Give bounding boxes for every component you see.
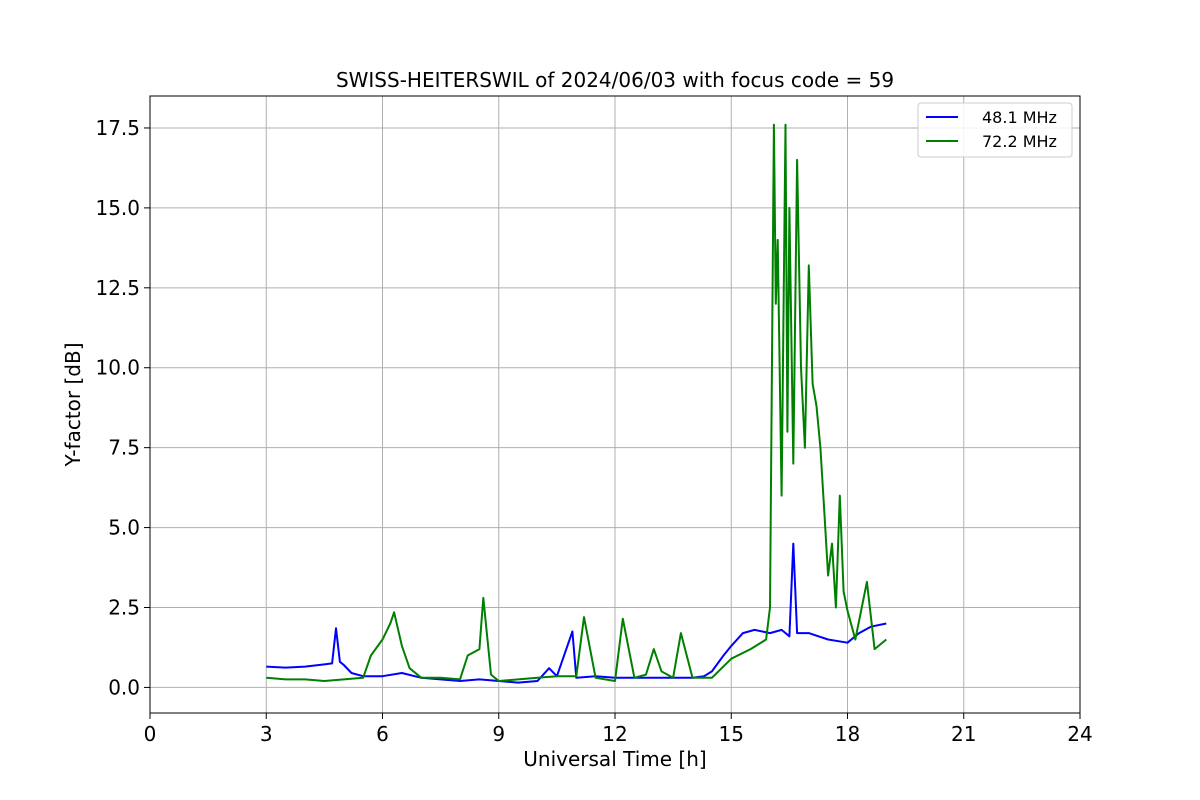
x-tick-label: 0 [144, 722, 157, 746]
x-axis-label: Universal Time [h] [523, 747, 706, 771]
x-tick-label: 12 [602, 722, 627, 746]
y-tick-label: 15.0 [95, 196, 140, 220]
chart-title: SWISS-HEITERSWIL of 2024/06/03 with focu… [336, 68, 894, 92]
x-tick-label: 21 [951, 722, 976, 746]
y-tick-label: 10.0 [95, 356, 140, 380]
x-tick-label: 15 [719, 722, 744, 746]
x-tick-label: 18 [835, 722, 860, 746]
series-lines [266, 123, 887, 684]
x-tick-label: 6 [376, 722, 389, 746]
y-tick-label: 12.5 [95, 276, 140, 300]
legend-label-0: 48.1 MHz [982, 108, 1057, 127]
y-tick-label: 17.5 [95, 116, 140, 140]
series-line-1 [266, 123, 887, 682]
legend-label-1: 72.2 MHz [982, 132, 1057, 151]
x-tick-label: 24 [1067, 722, 1092, 746]
x-tick-label: 3 [260, 722, 273, 746]
y-axis-label: Y-factor [dB] [61, 342, 85, 467]
series-line-0 [266, 542, 887, 684]
x-tick-label: 9 [492, 722, 505, 746]
legend: 48.1 MHz 72.2 MHz [917, 102, 1073, 158]
y-tick-label: 0.0 [108, 675, 140, 699]
ticks: 0 3 6 9 12 15 18 21 24 0.0 2.5 5.0 7.5 10.0 12.5 15.0 17… [95, 116, 1092, 746]
y-tick-label: 5.0 [108, 516, 140, 540]
y-tick-label: 7.5 [108, 436, 140, 460]
y-tick-label: 2.5 [108, 596, 140, 620]
